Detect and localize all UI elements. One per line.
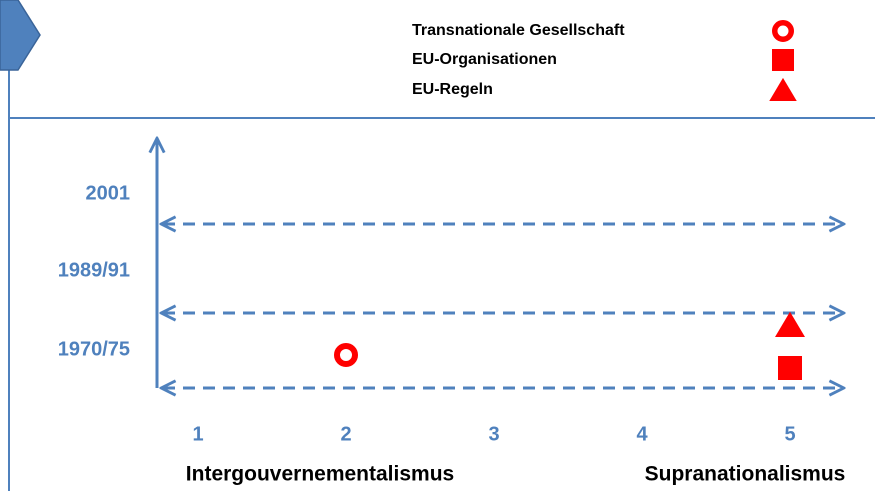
scale-label: 1 [192, 423, 203, 445]
marker-circle [334, 343, 358, 367]
period-label: 1970/75 [58, 338, 130, 360]
legend-label: Transnationale Gesellschaft [412, 22, 625, 39]
marker-circle [772, 20, 794, 42]
period-label: 2001 [86, 182, 131, 204]
marker-triangle [775, 311, 805, 337]
period-label: 1989/91 [58, 259, 130, 281]
legend-label: EU-Regeln [412, 81, 493, 98]
content: Transnationale Gesellschaft EU-Organisati… [58, 20, 846, 486]
marker-square [772, 49, 794, 71]
scale-label: 3 [488, 423, 499, 445]
marker-triangle [769, 77, 797, 101]
scale-label: 5 [784, 423, 795, 445]
pole-label: Supranationalismus [645, 463, 846, 486]
scale-label: 4 [636, 423, 648, 445]
legend-label: EU-Organisationen [412, 51, 557, 68]
chevron [0, 0, 41, 71]
marker-square [778, 356, 802, 380]
scale-label: 2 [340, 423, 351, 445]
pole-label: Intergouvernementalismus [186, 463, 454, 486]
